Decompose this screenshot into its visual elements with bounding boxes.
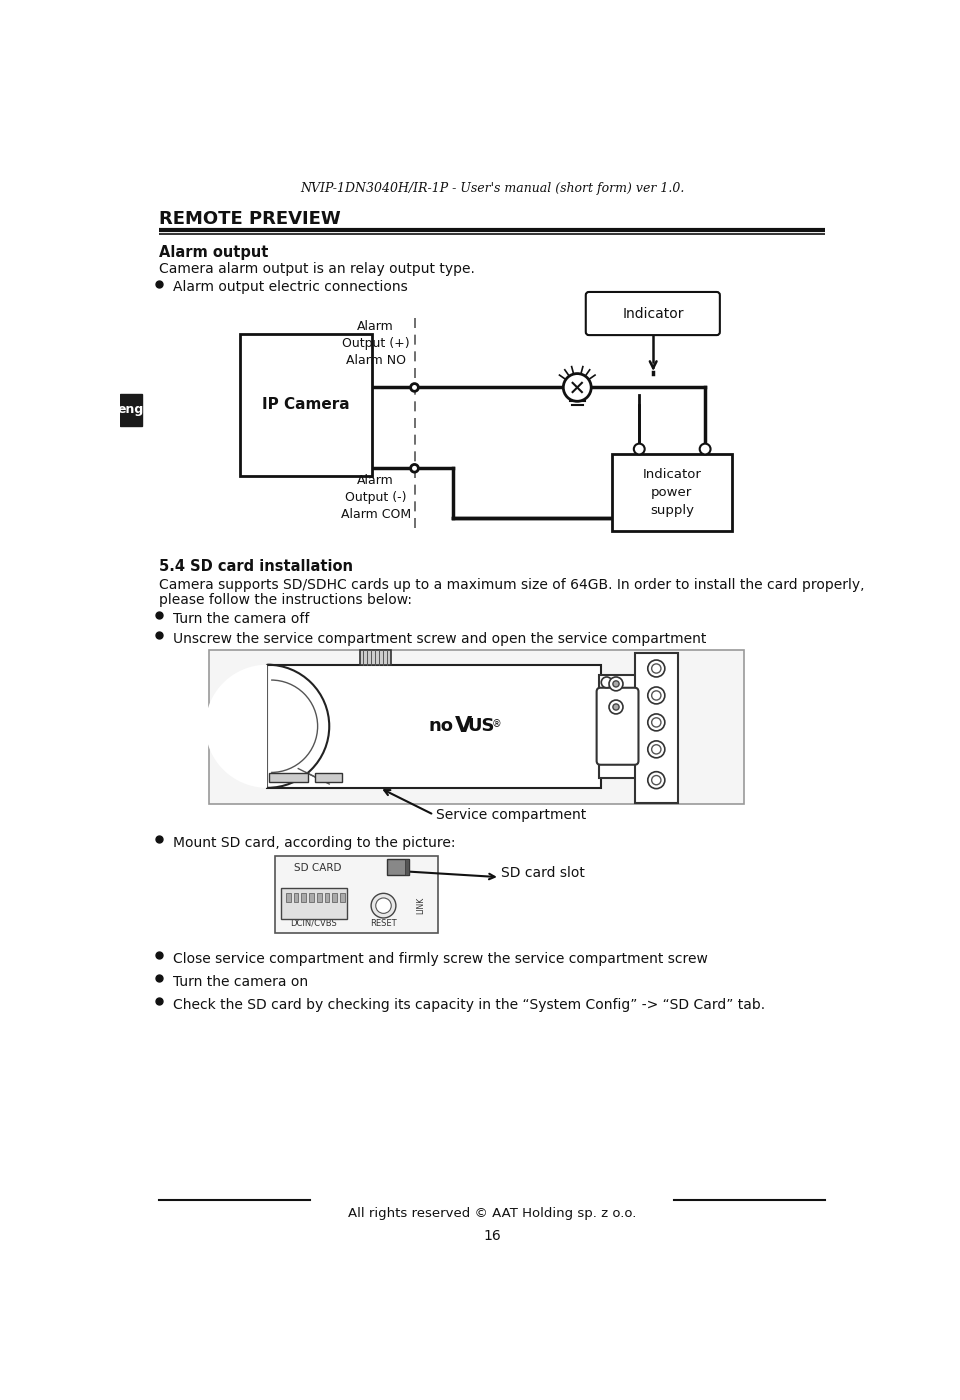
Text: ®: ® [492, 720, 502, 729]
Text: eng: eng [118, 403, 144, 416]
Text: Turn the camera on: Turn the camera on [173, 974, 308, 988]
Circle shape [652, 718, 660, 727]
Text: Alarm
Output (+)
Alarm NO: Alarm Output (+) Alarm NO [342, 321, 410, 367]
Text: US: US [468, 717, 494, 735]
Circle shape [634, 444, 645, 455]
FancyBboxPatch shape [120, 393, 142, 426]
Text: NVIP-1DN3040H/IR-1P - User's manual (short form) ver 1.0.: NVIP-1DN3040H/IR-1P - User's manual (sho… [300, 182, 684, 195]
Bar [309, 893, 314, 902]
Circle shape [652, 664, 660, 673]
Bar [301, 893, 306, 902]
FancyBboxPatch shape [596, 687, 638, 764]
Bar [612, 455, 732, 532]
Text: IP Camera: IP Camera [262, 398, 349, 412]
Text: Mount SD card, according to the picture:: Mount SD card, according to the picture: [173, 836, 455, 850]
Bar [388, 860, 409, 875]
Circle shape [648, 659, 665, 678]
Bar [599, 675, 637, 778]
FancyBboxPatch shape [586, 293, 720, 335]
Bar [281, 888, 348, 918]
Text: All rights reserved © AAT Holding sp. z o.o.: All rights reserved © AAT Holding sp. z … [348, 1207, 636, 1221]
Text: Alarm output: Alarm output [158, 245, 268, 260]
Circle shape [700, 444, 710, 455]
Text: SD card slot: SD card slot [501, 865, 586, 879]
Bar [332, 893, 337, 902]
Bar [324, 893, 329, 902]
Text: Unscrew the service compartment screw and open the service compartment: Unscrew the service compartment screw an… [173, 633, 706, 647]
Circle shape [411, 465, 419, 472]
Circle shape [564, 374, 591, 402]
Text: DCIN/CVBS: DCIN/CVBS [290, 918, 337, 928]
Bar [269, 773, 307, 783]
Circle shape [612, 680, 619, 687]
Text: 16: 16 [483, 1229, 501, 1243]
Circle shape [601, 678, 612, 687]
Text: Camera alarm output is an relay output type.: Camera alarm output is an relay output t… [158, 262, 474, 276]
Text: please follow the instructions below:: please follow the instructions below: [158, 594, 412, 608]
Circle shape [652, 745, 660, 755]
Circle shape [648, 771, 665, 788]
Bar [340, 893, 345, 902]
Bar [315, 773, 343, 783]
Circle shape [372, 893, 396, 918]
Bar [267, 665, 601, 788]
Bar [317, 893, 322, 902]
Bar [275, 855, 438, 932]
Circle shape [609, 678, 623, 690]
Text: V: V [455, 717, 472, 736]
Circle shape [648, 687, 665, 704]
Text: Camera supports SD/SDHC cards up to a maximum size of 64GB. In order to install : Camera supports SD/SDHC cards up to a ma… [158, 578, 864, 592]
Bar [240, 333, 372, 476]
Circle shape [652, 776, 660, 785]
Bar [636, 652, 678, 804]
Circle shape [652, 690, 660, 700]
Text: REMOTE PREVIEW: REMOTE PREVIEW [158, 210, 341, 228]
Circle shape [609, 700, 623, 714]
Text: Close service compartment and firmly screw the service compartment screw: Close service compartment and firmly scr… [173, 952, 708, 966]
Text: Indicator: Indicator [622, 307, 684, 321]
Text: RESET: RESET [371, 918, 396, 928]
Bar [360, 650, 392, 665]
Text: Service compartment: Service compartment [436, 808, 587, 822]
Text: LINK: LINK [417, 897, 425, 914]
Text: Alarm
Output (-)
Alarm COM: Alarm Output (-) Alarm COM [341, 475, 411, 521]
Text: Alarm output electric connections: Alarm output electric connections [173, 280, 407, 294]
Text: 5.4 SD card installation: 5.4 SD card installation [158, 559, 352, 574]
Text: Turn the camera off: Turn the camera off [173, 612, 309, 626]
Text: SD CARD: SD CARD [294, 864, 342, 874]
PathPatch shape [205, 665, 267, 788]
Circle shape [411, 384, 419, 392]
Circle shape [375, 897, 392, 913]
Bar [209, 650, 744, 804]
Bar [294, 893, 299, 902]
Text: no: no [428, 717, 453, 735]
Text: Check the SD card by checking its capacity in the “System Config” -> “SD Card” t: Check the SD card by checking its capaci… [173, 998, 765, 1012]
Text: Indicator
power
supply: Indicator power supply [642, 469, 701, 518]
Bar [286, 893, 291, 902]
Circle shape [648, 714, 665, 731]
Circle shape [648, 741, 665, 757]
Bar [405, 860, 409, 875]
Circle shape [612, 704, 619, 710]
